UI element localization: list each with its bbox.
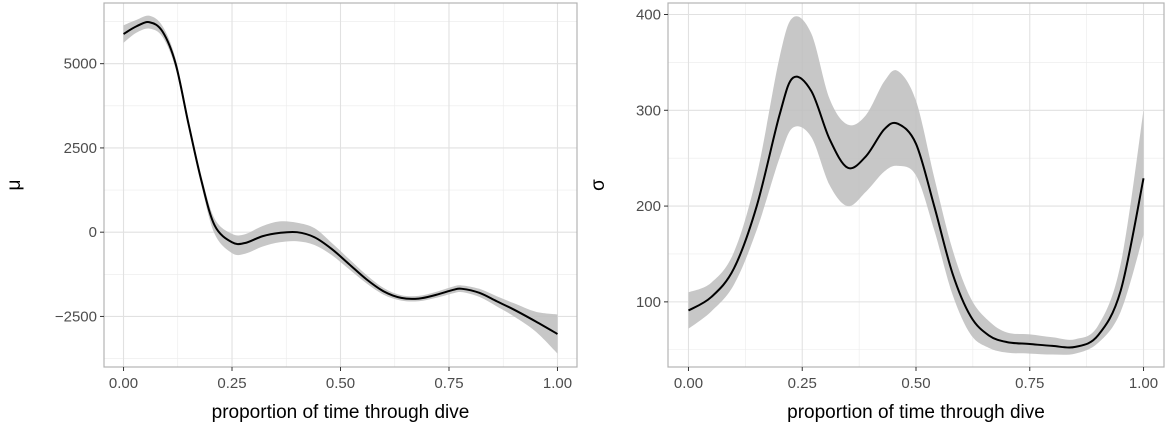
smooth-fit-line: [123, 21, 558, 335]
x-tick-label: 0.75: [1015, 375, 1044, 392]
x-axis-title: proportion of time through dive: [787, 402, 1045, 423]
y-tick-label: 5000: [64, 56, 97, 73]
sigma-panel: 0.00 0.25 0.50 0.75 1.00 100 200 300 400 proporti…: [588, 2, 1165, 423]
x-tick-label: 0.00: [109, 375, 138, 392]
data-layer: [687, 16, 1145, 355]
y-tick-label: 100: [636, 294, 661, 311]
y-tick-label: 400: [636, 6, 661, 23]
y-axis-title: σ: [588, 179, 609, 191]
x-tick-label: 0.00: [674, 375, 703, 392]
x-tick-label: 0.25: [788, 375, 817, 392]
gridlines: [104, 3, 577, 367]
x-axis-title: proportion of time through dive: [212, 402, 470, 423]
x-tick-label: 0.75: [434, 375, 463, 392]
x-tick-label: 0.25: [217, 375, 246, 392]
y-tick-label: 200: [636, 198, 661, 215]
y-tick-label: −2500: [55, 308, 97, 325]
y-tick-label: 2500: [64, 140, 97, 157]
mu-panel: 0.00 0.25 0.50 0.75 1.00 −2500 0 2500 5000 propor…: [4, 2, 578, 423]
y-tick-label: 0: [89, 224, 97, 241]
x-tick-label: 0.50: [326, 375, 355, 392]
x-tick-label: 0.50: [901, 375, 930, 392]
x-tick-label: 1.00: [543, 375, 572, 392]
y-axis-title: μ: [4, 180, 25, 191]
x-tick-label: 1.00: [1129, 375, 1158, 392]
y-tick-label: 300: [636, 102, 661, 119]
confidence-ribbon: [688, 16, 1144, 355]
smooth-fit-line: [687, 75, 1145, 349]
data-layer: [123, 15, 558, 354]
